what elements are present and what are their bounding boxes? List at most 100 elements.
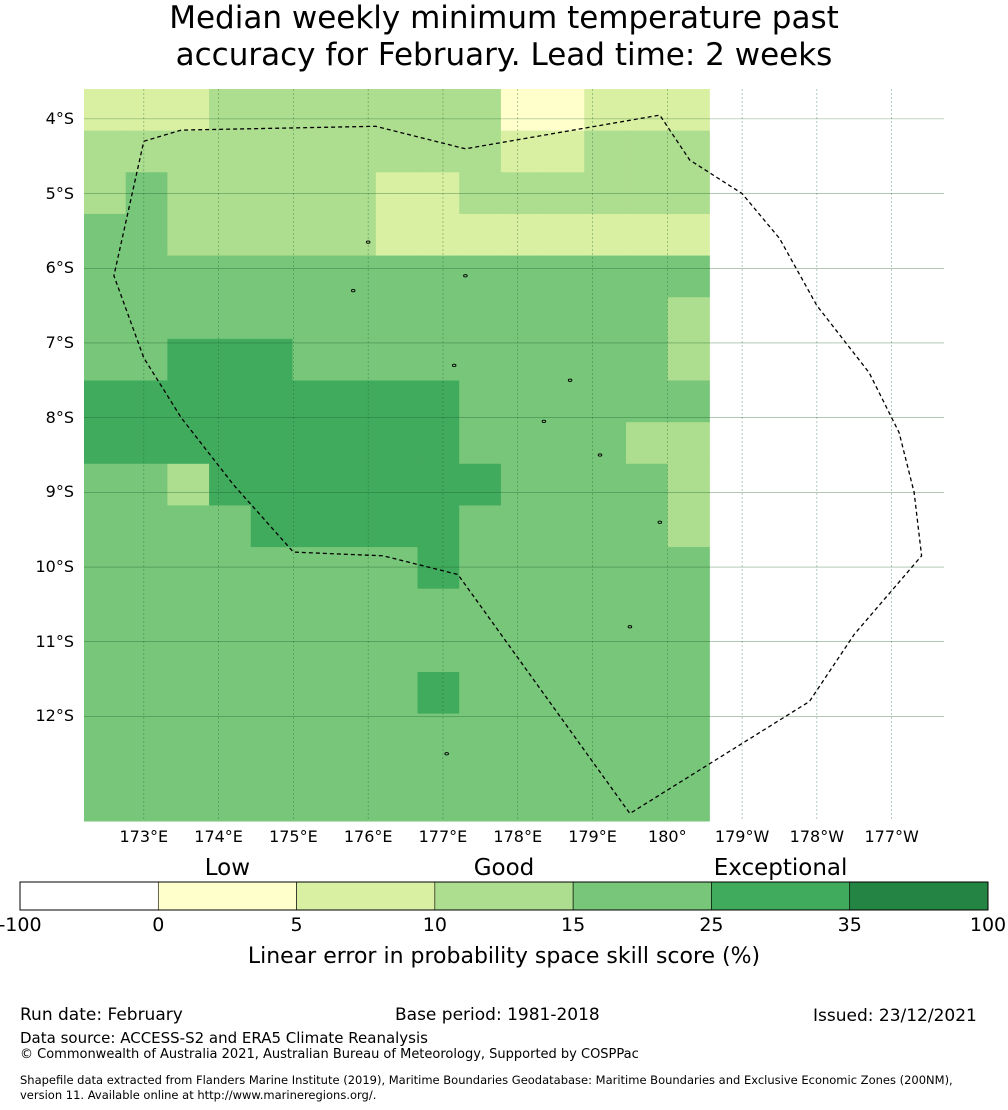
skill-cell xyxy=(125,630,168,673)
skill-cell xyxy=(625,671,669,715)
colorbar-tick-label: 25 xyxy=(699,914,724,936)
latitude-label: 12°S xyxy=(35,706,74,726)
colorbar-tick-label: 5 xyxy=(290,914,303,936)
skill-cell xyxy=(125,422,168,465)
colorbar-bin xyxy=(296,881,436,911)
skill-cell xyxy=(584,255,627,298)
skill-cell xyxy=(417,796,460,822)
skill-cell xyxy=(625,130,669,173)
shapefile-credit-line-2: version 11. Available online at http://w… xyxy=(20,1088,377,1102)
skill-cell xyxy=(417,422,460,465)
colorbar-bin xyxy=(434,881,574,911)
skill-cell xyxy=(542,630,585,673)
skill-cell xyxy=(417,297,460,340)
skill-cell xyxy=(459,422,502,465)
skill-cell xyxy=(375,255,419,298)
title-line-2: accuracy for February. Lead time: 2 week… xyxy=(175,37,833,73)
longitude-label: 180° xyxy=(648,827,687,846)
skill-cell xyxy=(625,463,669,506)
skill-cell xyxy=(625,630,669,673)
skill-cell xyxy=(167,463,210,506)
skill-cell xyxy=(667,89,710,132)
skill-cell xyxy=(250,213,293,257)
skill-cell xyxy=(292,588,335,631)
longitude-label: 179°E xyxy=(568,827,617,846)
skill-cell xyxy=(84,338,127,381)
skill-cell xyxy=(375,463,419,506)
skill-cell xyxy=(250,796,293,822)
skill-cell xyxy=(625,297,669,340)
skill-cell xyxy=(542,713,585,756)
skill-cell xyxy=(250,713,293,756)
skill-cell xyxy=(417,89,460,132)
skill-cell xyxy=(625,89,669,132)
longitude-label: 178°E xyxy=(493,827,543,846)
skill-cell xyxy=(125,130,168,173)
base-period: Base period: 1981-2018 xyxy=(395,1005,600,1025)
skill-cell xyxy=(542,796,585,822)
skill-cell xyxy=(209,130,252,173)
skill-cell xyxy=(459,588,502,631)
data-source: Data source: ACCESS-S2 and ERA5 Climate … xyxy=(20,1029,428,1047)
skill-cell xyxy=(417,463,460,506)
skill-cell xyxy=(84,213,127,257)
skill-cell xyxy=(500,213,544,257)
skill-cell xyxy=(542,422,585,465)
longitude-label: 174°E xyxy=(194,827,243,846)
skill-cell xyxy=(209,89,252,132)
skill-cell xyxy=(84,422,127,465)
skill-cell xyxy=(334,755,377,798)
category-label: Low xyxy=(204,855,251,881)
skill-cell xyxy=(334,671,377,715)
skill-cell xyxy=(625,380,669,423)
skill-cell xyxy=(667,130,710,173)
skill-cell xyxy=(417,255,460,298)
skill-cell xyxy=(667,297,710,340)
skill-cell xyxy=(334,380,377,423)
island xyxy=(444,752,449,756)
skill-cell xyxy=(417,505,460,548)
skill-cell xyxy=(459,297,502,340)
skill-cell xyxy=(417,213,460,257)
skill-cell xyxy=(500,588,544,631)
skill-cell xyxy=(125,713,168,756)
skill-cell xyxy=(375,130,419,173)
island xyxy=(463,274,468,278)
skill-cell xyxy=(209,630,252,673)
skill-cell xyxy=(167,422,210,465)
skill-cell xyxy=(334,713,377,756)
skill-cell xyxy=(125,755,168,798)
skill-cell xyxy=(584,422,627,465)
skill-cell xyxy=(584,630,627,673)
island xyxy=(657,520,663,524)
skill-cell xyxy=(84,505,127,548)
skill-cell xyxy=(542,89,585,132)
longitude-label: 179°W xyxy=(714,827,770,846)
skill-cell xyxy=(584,213,627,257)
shapefile-credit-line-1: Shapefile data extracted from Flanders M… xyxy=(20,1073,953,1087)
island xyxy=(627,625,633,629)
skill-cell xyxy=(375,422,419,465)
skill-cell xyxy=(250,380,293,423)
colorbar-tick-label: 100 xyxy=(969,914,1007,936)
skill-cell xyxy=(500,713,544,756)
skill-cell xyxy=(125,463,168,506)
skill-cell xyxy=(84,796,127,822)
colorbar-tick-label: 15 xyxy=(561,914,586,936)
skill-cell xyxy=(375,505,419,548)
copyright: © Commonwealth of Australia 2021, Austra… xyxy=(20,1047,639,1062)
skill-cell xyxy=(625,796,669,822)
skill-cell xyxy=(500,380,544,423)
colorbar-tick-label: 0 xyxy=(152,914,165,936)
skill-cell xyxy=(292,422,335,465)
latitude-label: 6°S xyxy=(45,258,74,278)
skill-cell xyxy=(84,755,127,798)
skill-cell xyxy=(500,671,544,715)
skill-cell xyxy=(250,588,293,631)
longitude-label: 176°E xyxy=(343,827,393,846)
skill-cell xyxy=(584,297,627,340)
skill-cell xyxy=(459,213,502,257)
skill-cell xyxy=(584,713,627,756)
skill-cell xyxy=(125,89,168,132)
